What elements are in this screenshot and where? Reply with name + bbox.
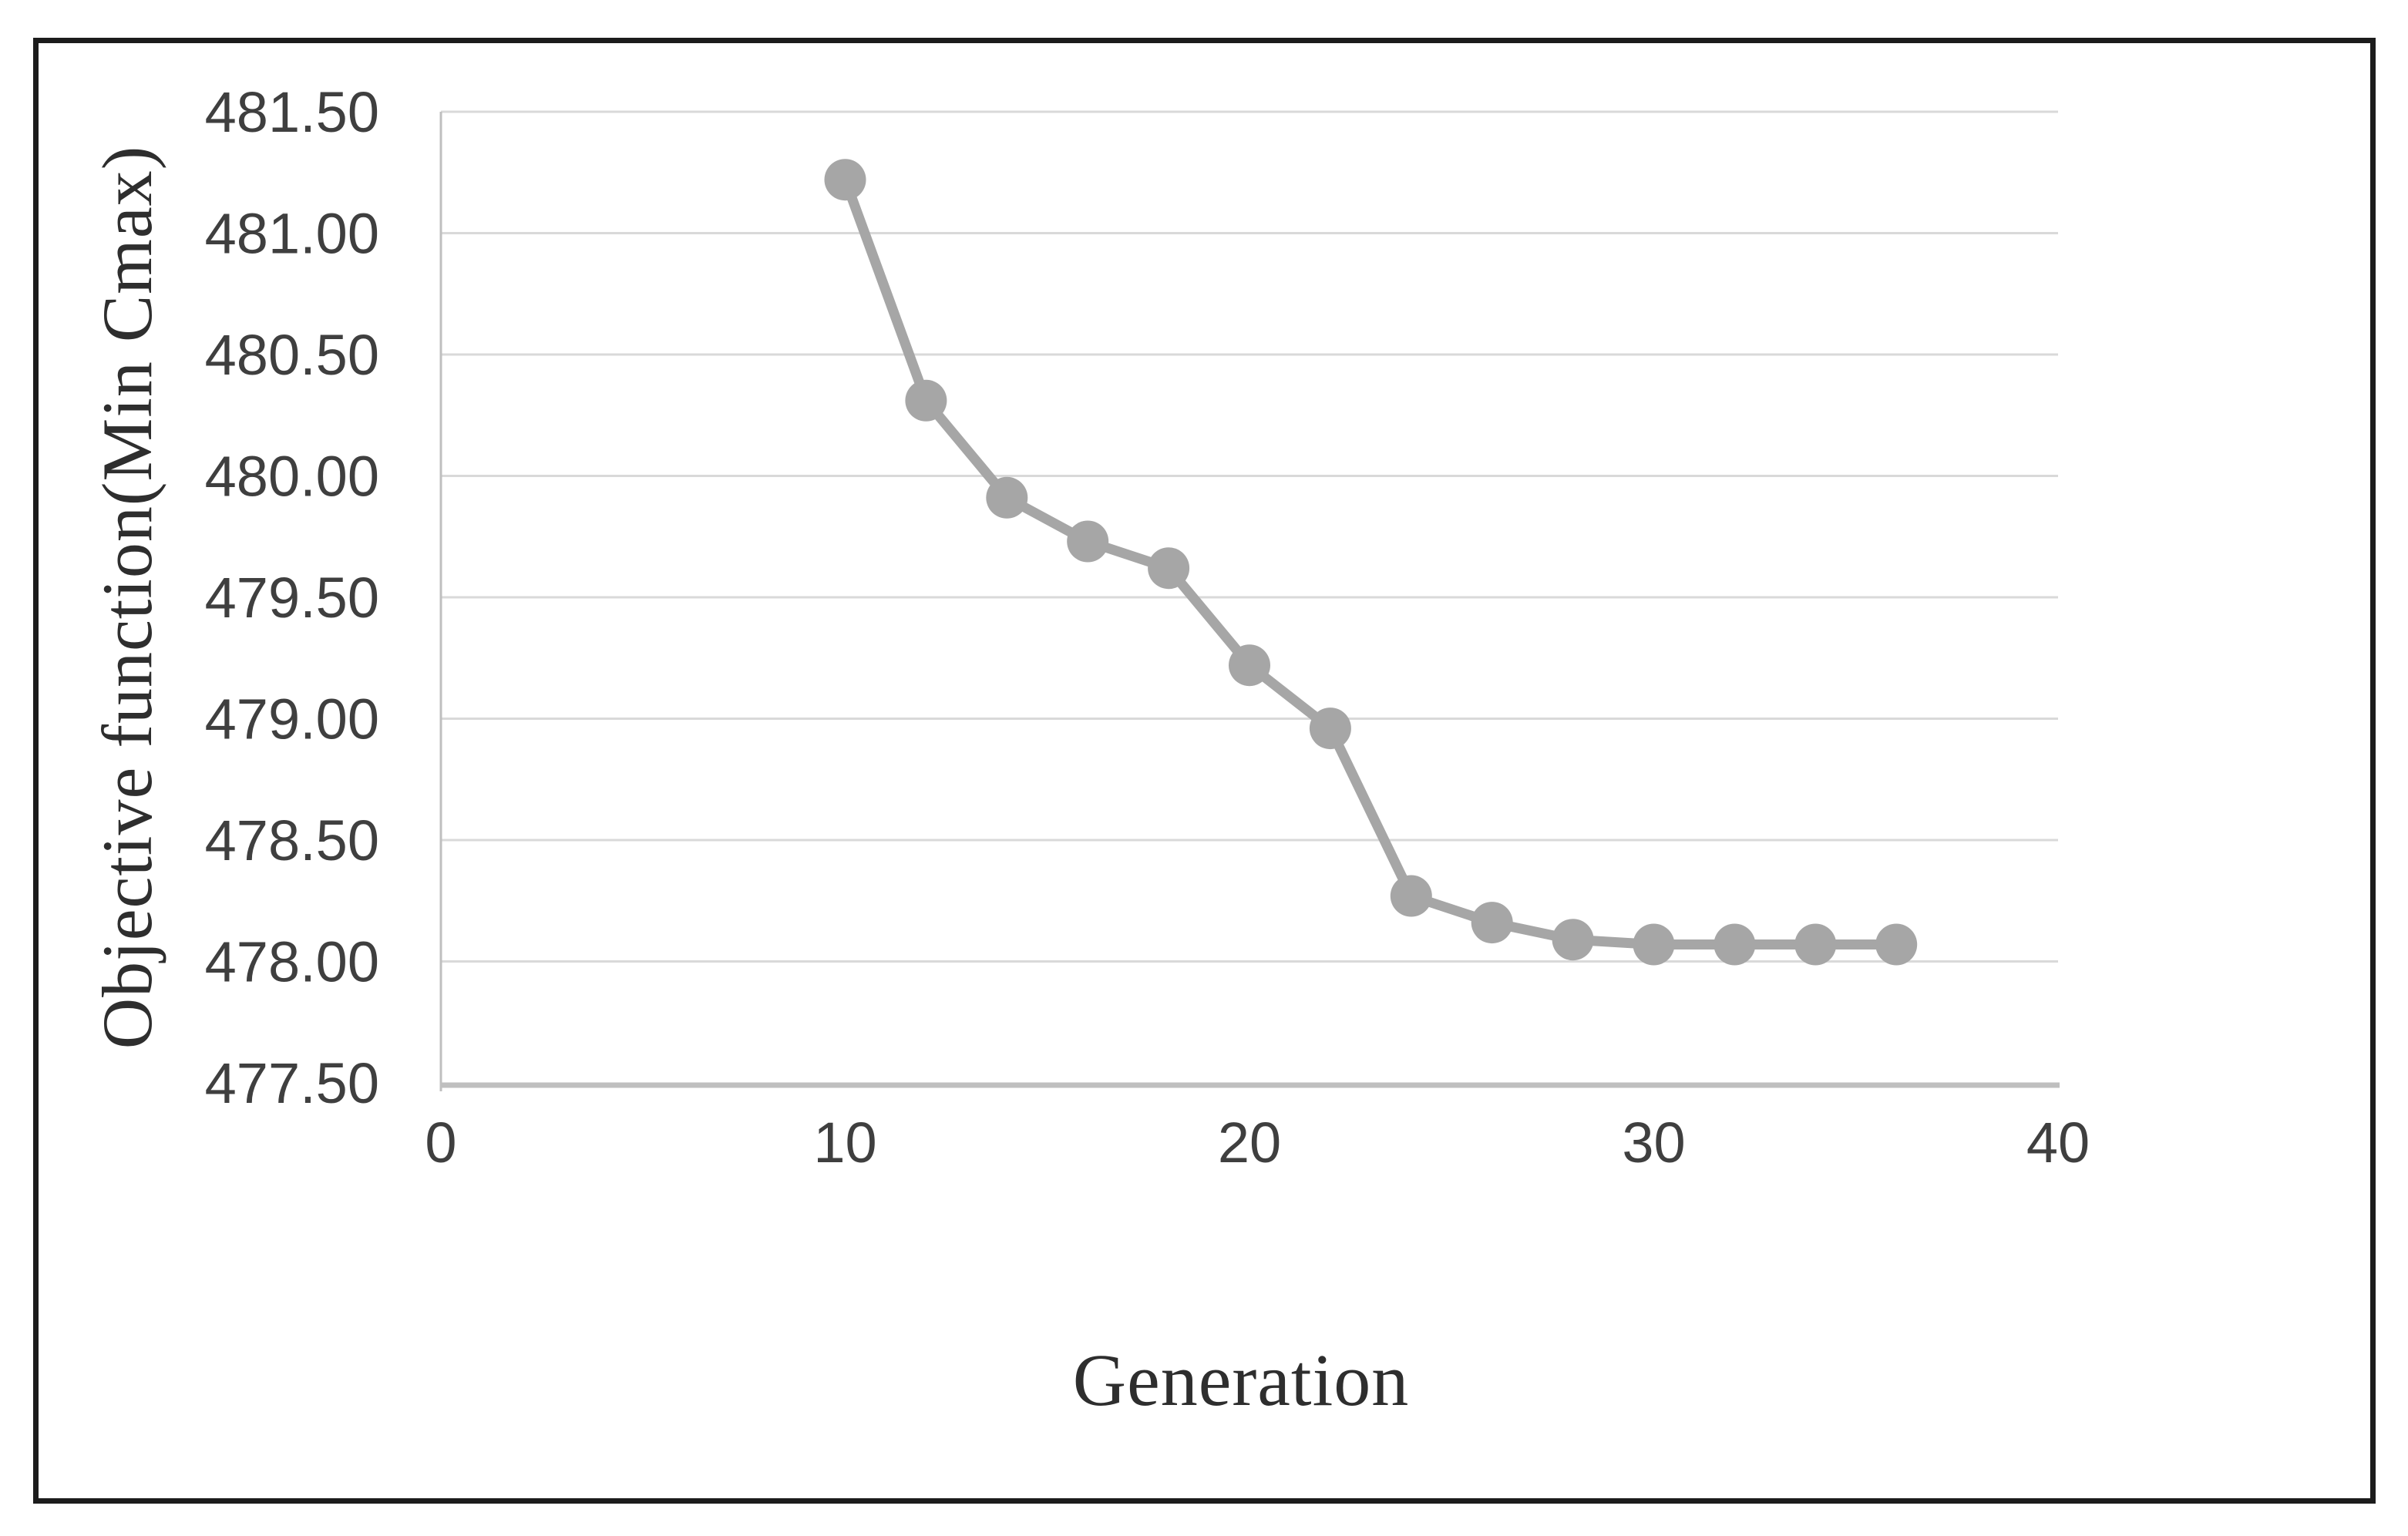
series-line: [840, 174, 1902, 949]
data-point-marker: [1875, 923, 1918, 966]
x-tick-label: 40: [2026, 1111, 2090, 1175]
y-tick-label: 480.00: [205, 445, 379, 509]
data-point-marker: [1633, 923, 1675, 966]
y-axis-title: Objective function(Min Cmax): [88, 145, 166, 1050]
data-point-marker: [1552, 919, 1594, 961]
data-point-marker: [1309, 708, 1351, 750]
figure-border: [33, 38, 2376, 1504]
data-point-marker: [1794, 923, 1837, 966]
y-tick-label: 479.50: [205, 566, 379, 630]
y-tick-label: 481.00: [205, 202, 379, 266]
x-tick-label: 0: [425, 1111, 456, 1175]
data-point-marker: [1390, 875, 1432, 917]
data-point-marker: [1148, 547, 1190, 590]
y-tick-label: 477.50: [205, 1051, 379, 1115]
y-tick-label: 479.00: [205, 687, 379, 751]
x-tick-label: 20: [1218, 1111, 1281, 1175]
data-point-marker: [1229, 644, 1270, 687]
data-point-marker: [1471, 902, 1513, 944]
data-point-marker: [824, 159, 866, 201]
x-tick-label: 30: [1622, 1111, 1685, 1175]
data-point-marker: [986, 476, 1028, 519]
x-tick-label: 10: [813, 1111, 876, 1175]
data-point-marker: [1714, 923, 1756, 966]
y-tick-label: 480.50: [205, 323, 379, 387]
y-tick-label: 478.50: [205, 808, 379, 872]
data-point-marker: [905, 379, 947, 422]
y-tick-label: 481.50: [205, 80, 379, 144]
y-tick-label: 478.00: [205, 930, 379, 994]
x-axis-title: Generation: [1072, 1339, 1410, 1421]
data-point-marker: [1067, 520, 1109, 563]
